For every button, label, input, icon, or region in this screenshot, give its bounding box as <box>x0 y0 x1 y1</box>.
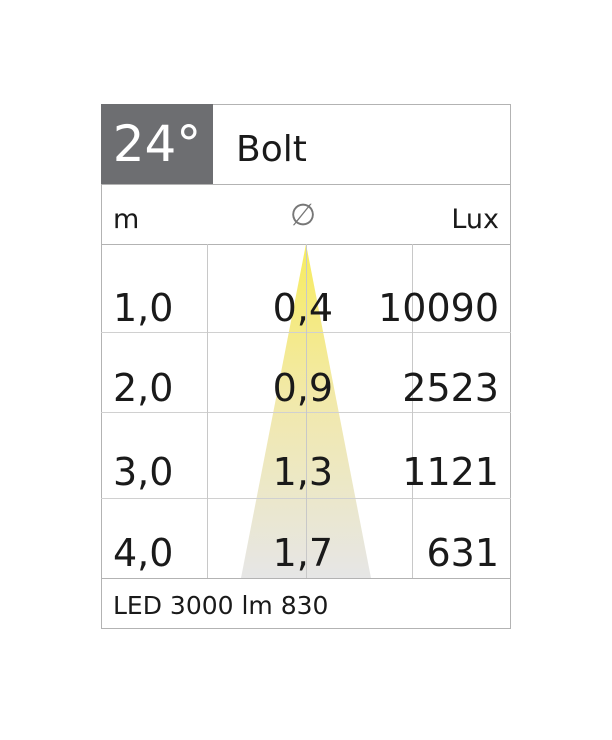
lux-value: 1121 <box>402 450 499 494</box>
product-name: Bolt <box>236 129 307 170</box>
diameter-value: 1,3 <box>272 450 333 494</box>
distance-value: 3,0 <box>113 450 174 494</box>
distance-value: 1,0 <box>113 286 174 330</box>
column-divider <box>306 244 307 578</box>
lux-unit-header: Lux <box>451 204 499 235</box>
lux-value: 631 <box>426 531 499 575</box>
light-source-label: LED 3000 lm 830 <box>113 591 329 620</box>
beam-angle-badge: 24° <box>101 104 213 184</box>
lux-value: 2523 <box>402 366 499 410</box>
column-divider <box>412 244 413 578</box>
distance-unit-header: m <box>113 204 140 235</box>
diameter-icon: ∅ <box>290 198 317 233</box>
column-divider <box>207 244 208 578</box>
divider <box>101 184 511 185</box>
diameter-value: 0,4 <box>272 286 333 330</box>
lux-value: 10090 <box>378 286 499 330</box>
diameter-value: 1,7 <box>272 531 333 575</box>
data-sheet-frame <box>101 104 511 629</box>
distance-value: 2,0 <box>113 366 174 410</box>
distance-value: 4,0 <box>113 531 174 575</box>
divider <box>101 578 511 579</box>
diameter-value: 0,9 <box>272 366 333 410</box>
